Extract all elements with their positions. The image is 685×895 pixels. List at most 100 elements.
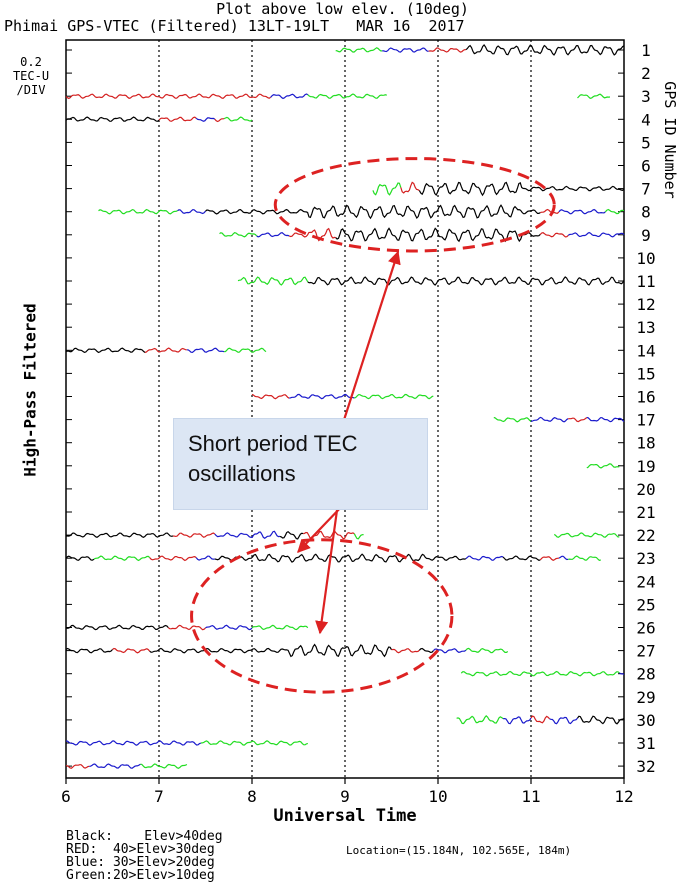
y-tick-label: 14 (636, 341, 655, 360)
y-tick-label: 17 (636, 411, 655, 430)
trace-prn-1-r (428, 47, 466, 53)
annotation-ellipse-lower (190, 538, 454, 694)
chart-title: Plot above low elev. (10deg) (216, 0, 469, 18)
trace-prn-26-g (251, 624, 309, 631)
y-tick-label: 29 (636, 688, 655, 707)
trace-prn-8-b (558, 208, 606, 215)
trace-prn-3-g (577, 93, 611, 99)
trace-prn-16-r (251, 393, 290, 400)
x-tick-label: 6 (61, 787, 71, 806)
trace-prn-16-g (354, 393, 434, 400)
annotation-arrow-down (315, 502, 340, 635)
scale-label-div: /DIV (16, 83, 46, 97)
scale-label-value: 0.2 (20, 55, 42, 69)
y-tick-label: 2 (641, 64, 651, 83)
y-tick-label: 30 (636, 711, 655, 730)
x-tick-label: 9 (340, 787, 350, 806)
y-tick-label: 24 (636, 572, 655, 591)
y-tick-label: 21 (636, 503, 655, 522)
trace-prn-19-g (586, 463, 620, 469)
trace-prn-23-k (214, 553, 467, 563)
x-tick-label: 12 (614, 787, 633, 806)
trace-prn-30-b (549, 716, 578, 725)
trace-prn-8-k (205, 204, 393, 220)
y-tick-label: 16 (636, 388, 655, 407)
trace-prn-14-g (224, 347, 267, 353)
trace-prn-27-k (65, 647, 113, 654)
y-tick-label: 13 (636, 318, 655, 337)
trace-prn-27-k (149, 643, 393, 658)
annotation-arrow-up (342, 250, 401, 421)
trace-prn-14-r (144, 347, 187, 354)
trace-prn-17-b (530, 416, 569, 423)
trace-prn-22-g (353, 533, 364, 540)
trace-prn-4-r (158, 116, 197, 122)
trace-prn-17-b (586, 416, 625, 423)
trace-prn-30-k (577, 715, 625, 725)
trace-prn-4-k (65, 116, 160, 122)
y-tick-label: 9 (641, 226, 651, 245)
y-tick-label: 3 (641, 87, 651, 106)
trace-prn-32-b (89, 763, 141, 769)
trace-prn-11-g (237, 276, 309, 286)
y-tick-label: 7 (641, 180, 651, 199)
annotation-line-2: oscillations (188, 461, 296, 486)
y-tick-label: 25 (636, 595, 655, 614)
y-tick-label: 32 (636, 757, 655, 776)
trace-prn-1-b (382, 47, 429, 53)
x-tick-label: 7 (154, 787, 164, 806)
trace-prn-7-k (418, 181, 625, 197)
trace-prn-8-g (98, 208, 178, 215)
scale-label-unit: TEC-U (12, 69, 50, 83)
trace-prn-11-k (307, 276, 625, 286)
trace-prn-28-b (618, 672, 625, 675)
trace-prn-22-k (279, 530, 304, 540)
annotation-ellipse-upper (273, 157, 556, 253)
trace-prn-9-b (256, 232, 290, 238)
legend-red: RED: 40>Elev>30deg (66, 842, 215, 857)
trace-prn-8-r (540, 208, 560, 214)
trace-prn-23-b (465, 555, 504, 561)
x-tick-label: 10 (428, 787, 447, 806)
x-axis-label: Universal Time (273, 806, 417, 826)
x-tick-label: 11 (521, 787, 540, 806)
y-tick-label: 18 (636, 434, 655, 453)
trace-prn-23-b (195, 555, 215, 561)
trace-prn-31-g (200, 740, 309, 746)
trace-prn-4-r (214, 118, 225, 123)
trace-prn-14-b (186, 347, 225, 354)
trace-prn-27-b (432, 648, 467, 654)
y-tick-label: 20 (636, 480, 655, 499)
trace-prn-26-r (167, 624, 206, 631)
trace-prn-23-k (65, 555, 95, 561)
trace-prn-9-g (219, 232, 258, 238)
trace-prn-23-g (93, 555, 151, 562)
legend-blue: Blue: 30>Elev>20deg (66, 855, 215, 870)
trace-prn-3-g (307, 93, 387, 99)
trace-prn-9-r (539, 232, 569, 238)
trace-prn-1-k (465, 44, 625, 56)
y-tick-label: 28 (636, 665, 655, 684)
y-tick-label: 5 (641, 133, 651, 152)
trace-prn-3-b (270, 93, 309, 100)
trace-prn-27-k (418, 647, 434, 654)
trace-prn-26-k (65, 624, 169, 631)
legend-black: Black: Elev>40deg (66, 829, 223, 844)
trace-prn-32-r (65, 764, 90, 769)
trace-prn-9-b (567, 231, 625, 238)
y-tick-label: 1 (641, 41, 651, 60)
trace-prn-9-r (288, 227, 336, 242)
y-tick-label: 12 (636, 295, 655, 314)
y-tick-label: 8 (641, 203, 651, 222)
location-label: Location=(15.184N, 102.565E, 184m) (346, 844, 572, 857)
y-tick-label: 4 (641, 110, 651, 129)
trace-prn-30-b (503, 716, 532, 725)
y-tick-label: 19 (636, 457, 655, 476)
trace-prn-27-r (391, 648, 420, 654)
trace-prn-32-g (140, 763, 188, 769)
y-tick-label: 6 (641, 157, 651, 176)
trace-prn-27-g (465, 647, 509, 654)
trace-prn-27-r (112, 647, 151, 654)
trace-prn-22-g (553, 532, 620, 538)
